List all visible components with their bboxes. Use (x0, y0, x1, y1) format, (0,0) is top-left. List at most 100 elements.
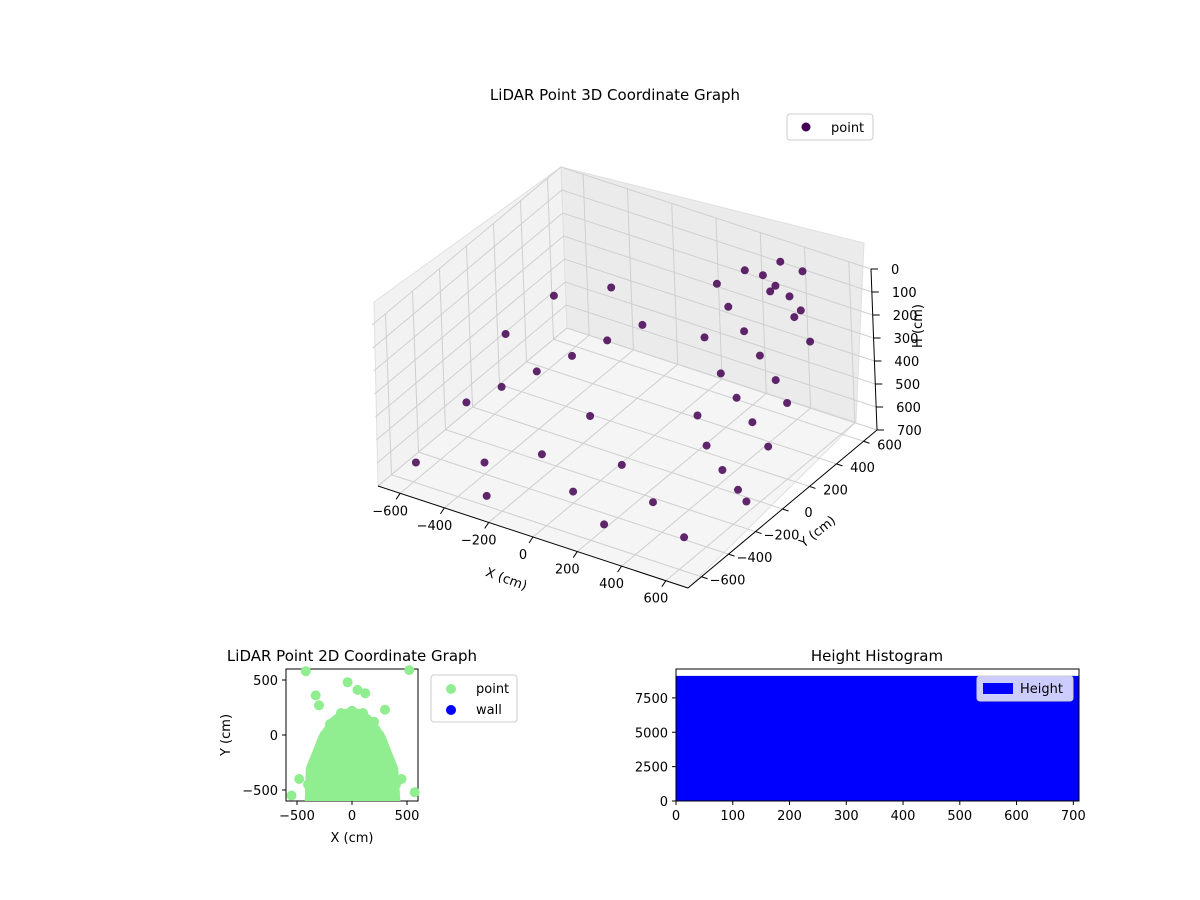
y-tick-label: 200 (823, 483, 848, 498)
point-marker (740, 327, 749, 336)
x-tick-label: 500 (395, 809, 420, 824)
point-marker (501, 330, 510, 338)
chart-3d-zlabel: H (cm) (911, 304, 926, 348)
y-tick-mark (836, 463, 843, 467)
x-tick-label: 300 (834, 809, 859, 824)
chart-2d-legend: point wall (430, 674, 518, 723)
point-marker (740, 266, 749, 275)
chart-2d-legend-label-point: point (476, 682, 509, 697)
chart-2d-xlabel: X (cm) (331, 831, 374, 846)
z-axis-line (870, 268, 878, 431)
chart-histogram-legend-swatch (983, 683, 1013, 694)
point-marker (532, 367, 541, 376)
y-tick-label: −400 (737, 551, 773, 566)
x-tick-label: 0 (348, 809, 356, 824)
point-marker (693, 411, 702, 420)
point-marker (330, 741, 341, 751)
point-marker (347, 705, 357, 716)
point-marker (380, 746, 390, 757)
x-tick-mark (528, 536, 534, 544)
point-marker (776, 257, 785, 266)
chart-3d-xlabel: X (cm) (483, 565, 529, 594)
x-tick-label: 400 (891, 809, 916, 824)
point-marker (649, 498, 657, 507)
point-marker (766, 287, 775, 296)
point-marker (360, 688, 371, 699)
point-marker (480, 458, 489, 467)
point-marker (790, 313, 799, 322)
x-tick-label: 0 (519, 548, 527, 563)
chart-2d-legend-label-wall: wall (476, 703, 502, 718)
point-marker (347, 787, 357, 798)
point-marker (336, 708, 346, 718)
x-tick-mark (440, 507, 445, 515)
point-marker (409, 787, 420, 798)
point-marker (718, 466, 727, 474)
y-tick-mark (863, 440, 870, 444)
z-tick-label: 0 (891, 263, 899, 278)
chart-histogram-ticks: 0 100 200 300 400 500 600 700 0 2500 5000 7500 (635, 692, 1086, 824)
point-marker (680, 533, 689, 542)
point-marker (617, 460, 626, 469)
x-tick-label: 200 (777, 809, 802, 824)
point-marker (796, 306, 805, 315)
x-tick-mark (617, 565, 622, 573)
point-marker (700, 333, 709, 342)
grid-line-z (372, 189, 873, 349)
point-cloud-area (304, 707, 401, 801)
point-marker (702, 441, 711, 450)
chart-2d-ylabel: Y (cm) (219, 714, 234, 757)
point-marker (369, 716, 379, 727)
chart-histogram-title: Height Histogram (811, 647, 943, 665)
x-tick-label: 0 (672, 809, 680, 824)
z-tick-label: 300 (894, 332, 919, 347)
point-marker (732, 393, 741, 402)
chart-histogram-legend-label: Height (1020, 682, 1063, 697)
chart-3d-panes (373, 166, 865, 589)
point-marker (806, 337, 815, 346)
point-marker (482, 491, 491, 500)
chart-3d-legend-label: point (831, 121, 864, 136)
y-tick-label: 2500 (635, 761, 668, 776)
chart-3d-legend-marker (801, 122, 811, 132)
point-marker (310, 690, 321, 701)
y-tick-label: 600 (877, 438, 902, 453)
point-marker (716, 369, 725, 378)
y-tick-mark (728, 553, 735, 557)
point-marker (607, 283, 616, 292)
chart-3d-panel: LiDAR Point 3D Coordinate Graph point −6… (371, 86, 926, 607)
chart-2d-points (286, 665, 420, 801)
chart-3d-ylabel: Y (cm) (796, 513, 839, 551)
point-marker (758, 271, 767, 280)
x-tick-label: 700 (1061, 809, 1086, 824)
y-tick-label: 500 (253, 674, 278, 689)
grid-line-z (371, 166, 872, 326)
y-tick-label: −200 (764, 529, 800, 544)
chart-3d-points (411, 257, 815, 542)
z-tick-label: 700 (897, 424, 922, 439)
grid-line-z (375, 258, 875, 418)
point-marker (385, 763, 396, 773)
point-marker (600, 520, 609, 529)
chart-2d-title: LiDAR Point 2D Coordinate Graph (227, 647, 477, 665)
point-marker (294, 774, 305, 784)
point-marker (734, 485, 742, 494)
point-marker (380, 704, 390, 715)
point-marker (755, 351, 764, 360)
point-marker (586, 412, 595, 420)
point-marker (742, 497, 751, 506)
chart-2d-legend-marker-point (446, 684, 456, 694)
point-marker (798, 267, 807, 276)
point-marker (314, 746, 324, 757)
point-marker (785, 292, 794, 301)
point-marker (404, 665, 415, 676)
y-tick-label: 7500 (635, 692, 668, 707)
point-marker (537, 450, 546, 459)
point-marker (374, 730, 385, 740)
y-tick-label: −600 (710, 574, 746, 589)
x-tick-label: −500 (279, 809, 315, 824)
point-marker (724, 302, 733, 311)
z-tick-label: 100 (892, 286, 917, 301)
point-marker (638, 320, 647, 329)
